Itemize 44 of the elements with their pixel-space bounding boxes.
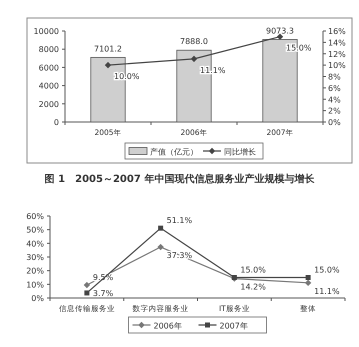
y2-tick-label: 2%: [328, 106, 342, 116]
point: [104, 62, 112, 68]
y-tick-label: 2000: [38, 100, 59, 109]
y2-tick-label: 14%: [328, 38, 346, 48]
legend-label: 2006年: [154, 322, 182, 330]
data-label: 14.2%: [240, 282, 266, 292]
data-label: 15.0%: [240, 266, 266, 274]
y-tick-label: 60%: [26, 212, 44, 221]
data-label: 3.7%: [92, 288, 114, 298]
point: [84, 290, 90, 296]
y2-tick-label: 4%: [328, 95, 342, 104]
point: [306, 275, 311, 280]
data-label: 11.1%: [314, 286, 340, 296]
y-tick-label: 6000: [38, 63, 59, 72]
data-label: 7888.0: [180, 37, 208, 46]
y2-tick-label: 8%: [328, 72, 342, 82]
y2-tick-label: 16%: [328, 27, 346, 36]
y-tick-label: 30%: [26, 253, 44, 262]
y2-tick-label: 0%: [328, 118, 342, 127]
data-label: 15.0%: [314, 266, 340, 274]
point: [158, 226, 164, 231]
data-label: 51.1%: [166, 216, 192, 226]
data-label: 7101.2: [94, 44, 122, 54]
point: [304, 280, 312, 286]
data-label: 9073.3: [266, 26, 294, 36]
y2-tick-label: 6%: [328, 84, 342, 93]
y-tick-label: 10%: [26, 280, 44, 290]
point: [84, 282, 90, 288]
y-tick-label: 0%: [31, 294, 44, 303]
y2-tick-label: 10%: [328, 61, 346, 70]
y-tick-label: 0: [54, 118, 59, 127]
legend-label: 产值（亿元）: [150, 148, 198, 156]
y2-tick-label: 12%: [328, 50, 346, 59]
y-tick-label: 50%: [26, 226, 44, 235]
text: 图 1 2005～2007 年中国现代信息服务业产业规模与增长: [44, 173, 316, 185]
y-tick-label: 4000: [38, 82, 59, 91]
legend-label: 2007年: [220, 322, 248, 330]
point: [190, 56, 198, 62]
y-tick-label: 40%: [26, 239, 44, 248]
y-tick-label: 10000: [34, 27, 59, 36]
y-tick-label: 8000: [38, 45, 59, 54]
legend-label: 同比增长: [224, 148, 256, 156]
y-tick-label: 20%: [26, 266, 44, 276]
point: [157, 244, 164, 250]
